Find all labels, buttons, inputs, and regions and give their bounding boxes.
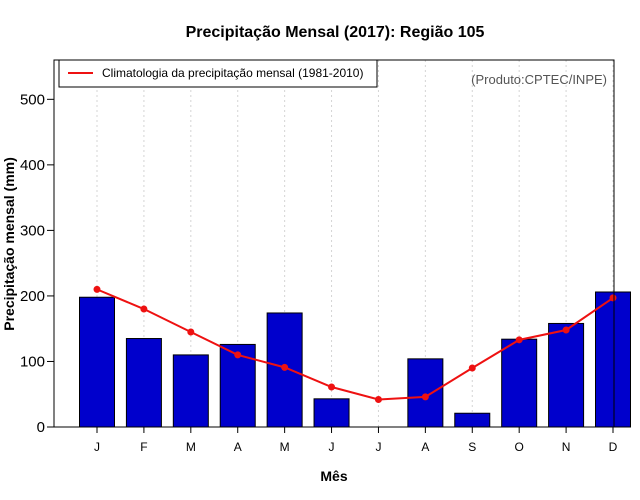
- x-tick-label: D: [609, 440, 618, 454]
- x-tick-label: J: [375, 440, 381, 454]
- bar: [313, 398, 350, 428]
- climatology-point: [562, 326, 570, 334]
- climatology-point: [140, 305, 148, 313]
- legend: Climatologia da precipitação mensal (198…: [58, 59, 378, 88]
- bar-series: [79, 291, 631, 428]
- y-tick-label: 500: [20, 91, 45, 108]
- y-axis: 0 100 200 300 400 500: [20, 91, 55, 436]
- legend-box: [58, 59, 378, 88]
- x-tick-label: S: [468, 440, 476, 454]
- bar: [172, 354, 209, 428]
- x-tick-label: J: [329, 440, 335, 454]
- bar: [454, 412, 491, 428]
- bar: [595, 291, 631, 428]
- climatology-point: [609, 294, 617, 302]
- climatology-point: [421, 393, 429, 401]
- x-tick-label: J: [94, 440, 100, 454]
- y-tick-label: 100: [20, 353, 45, 370]
- climatology-line: [96, 288, 614, 401]
- y-tick-label: 300: [20, 222, 45, 239]
- bar: [501, 338, 538, 428]
- x-tick-label: A: [421, 440, 429, 454]
- bar: [79, 296, 115, 428]
- bar: [125, 338, 162, 428]
- climatology-point: [187, 328, 195, 336]
- y-tick-label: 400: [20, 157, 45, 174]
- climatology-series: [93, 285, 617, 403]
- x-tick-label: M: [280, 440, 290, 454]
- climatology-point: [468, 364, 476, 372]
- climatology-point: [234, 351, 242, 359]
- climatology-point: [328, 383, 336, 391]
- x-tick-label: N: [562, 440, 571, 454]
- y-tick-label: 0: [37, 419, 45, 436]
- chart-title: Precipitação Mensal (2017): Região 105: [186, 24, 485, 41]
- climatology-point: [374, 395, 382, 403]
- climatology-point: [93, 285, 101, 293]
- bar: [548, 322, 585, 428]
- bar: [407, 358, 444, 428]
- climatology-point: [515, 336, 523, 344]
- x-axis-title: Mês: [320, 468, 347, 484]
- x-tick-label: A: [234, 440, 242, 454]
- y-tick-label: 200: [20, 288, 45, 305]
- legend-label: Climatologia da precipitação mensal (198…: [102, 66, 363, 80]
- x-tick-label: O: [515, 440, 524, 454]
- climatology-point: [281, 363, 289, 371]
- x-tick-label: F: [140, 440, 147, 454]
- y-axis-title: Precipitação mensal (mm): [1, 157, 17, 331]
- source-annotation: (Produto:CPTEC/INPE): [471, 72, 607, 87]
- x-tick-label: M: [186, 440, 196, 454]
